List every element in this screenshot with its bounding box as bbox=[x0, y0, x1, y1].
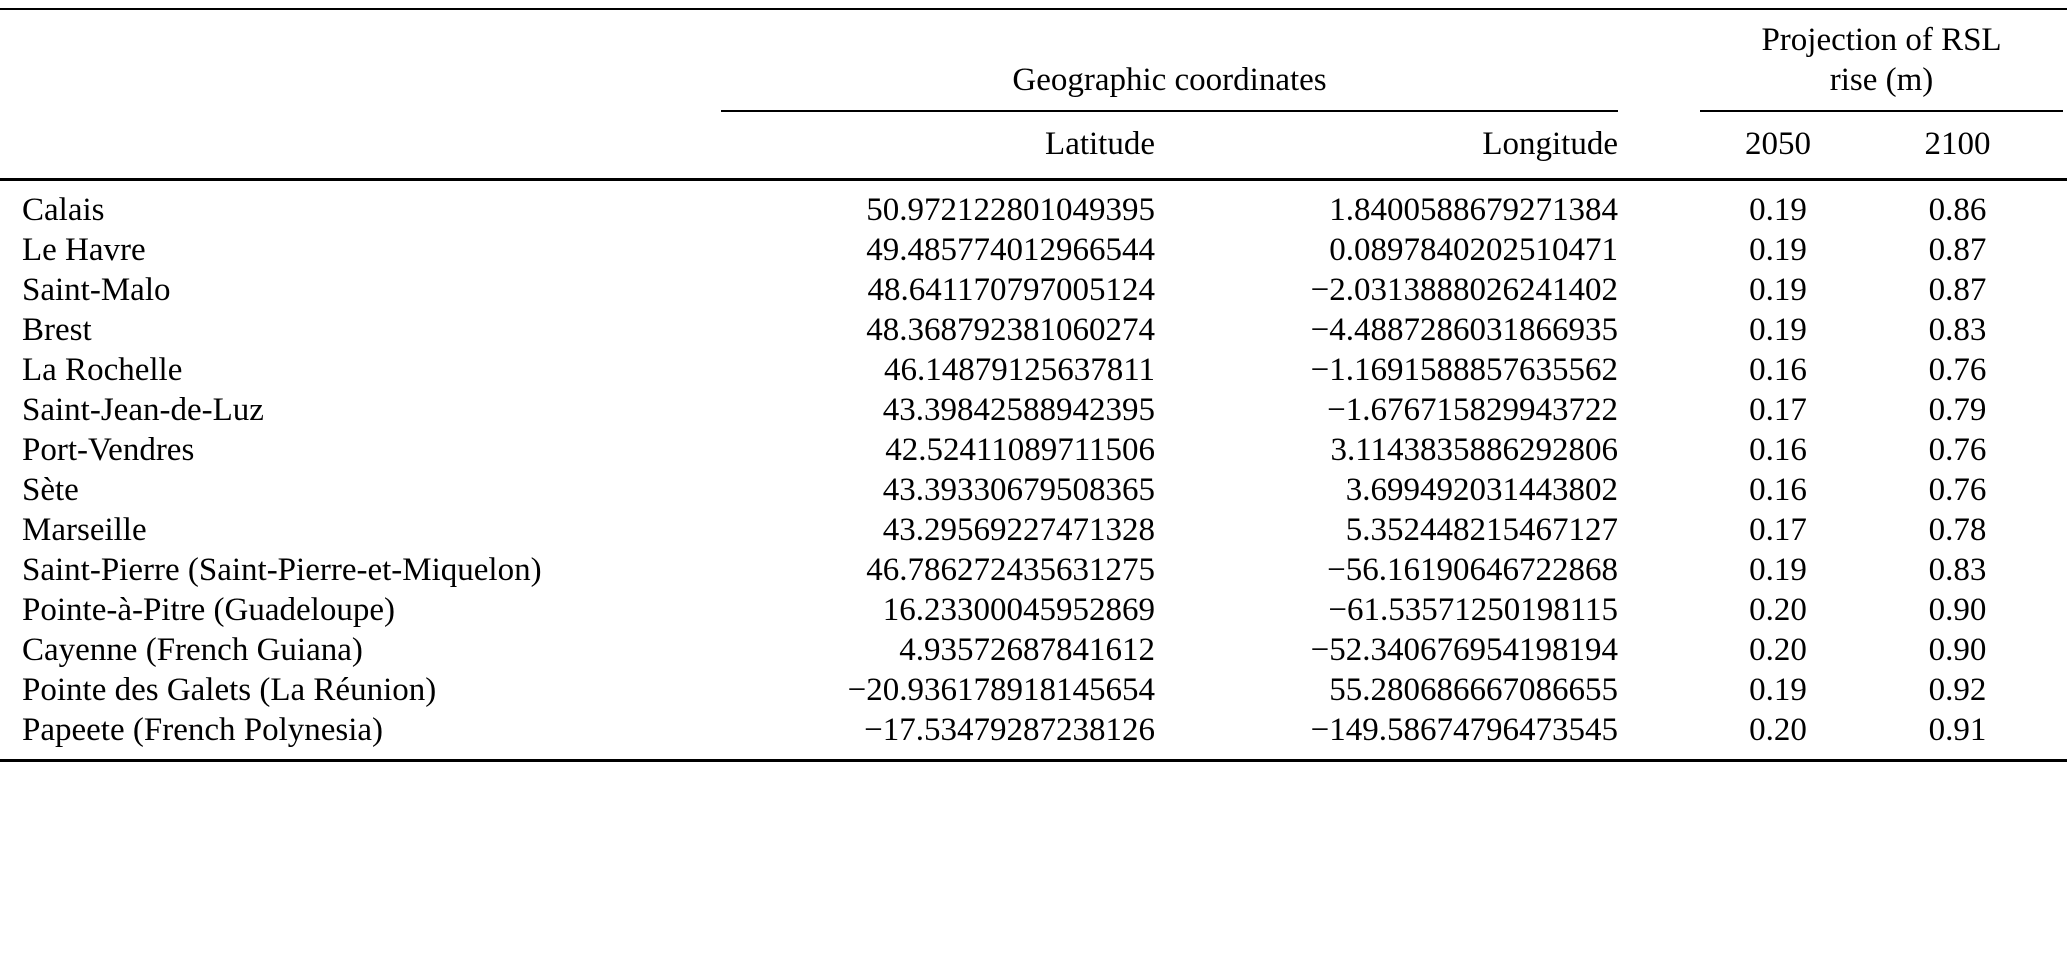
table-row: Papeete (French Polynesia) −17.5347928723… bbox=[0, 710, 2067, 762]
city-name-cell: Port-Vendres bbox=[22, 432, 195, 468]
table-body: Calais 50.972122801049395 1.84005886792713… bbox=[0, 180, 2067, 762]
rsl-2050-cell: 0.16 bbox=[1749, 472, 1807, 508]
table-row: Saint-Jean-de-Luz 43.39842588942395 −1.676… bbox=[0, 390, 2067, 430]
table-row: Saint-Pierre (Saint-Pierre-et-Miquelon) 4… bbox=[0, 550, 2067, 590]
rsl-2050-cell: 0.17 bbox=[1749, 392, 1807, 428]
rsl-2100-cell: 0.83 bbox=[1928, 552, 1987, 588]
longitude-cell: −61.53571250198115 bbox=[1328, 592, 1619, 628]
latitude-cell: 4.93572687841612 bbox=[899, 632, 1155, 668]
rsl-2050-cell: 0.19 bbox=[1749, 232, 1807, 268]
latitude-cell: 46.786272435631275 bbox=[866, 552, 1155, 588]
latitude-cell: 16.23300045952869 bbox=[882, 592, 1155, 628]
latitude-cell: −20.936178918145654 bbox=[847, 672, 1155, 708]
table-row: Brest 48.368792381060274 −4.48872860318669… bbox=[0, 310, 2067, 350]
table-row: La Rochelle 46.14879125637811 −1.169158885… bbox=[0, 350, 2067, 390]
rsl-2100-cell: 0.76 bbox=[1928, 472, 1987, 508]
longitude-cell: −52.340676954198194 bbox=[1310, 632, 1619, 668]
column-header-longitude: Longitude bbox=[1155, 112, 1619, 181]
city-name-cell: Sète bbox=[22, 472, 79, 508]
group-header-geographic-coordinates: Geographic coordinates bbox=[1012, 62, 1327, 98]
city-name-cell: Marseille bbox=[22, 512, 147, 548]
rsl-2100-cell: 0.91 bbox=[1878, 710, 2067, 762]
city-name-cell: Pointe des Galets (La Réunion) bbox=[22, 672, 437, 708]
rsl-2050-cell: 0.20 bbox=[1618, 710, 1879, 762]
rsl-2100-cell: 0.92 bbox=[1928, 672, 1987, 708]
latitude-cell: −17.53479287238126 bbox=[705, 710, 1155, 762]
column-header-empty bbox=[0, 112, 705, 181]
column-header-2050: 2050 bbox=[1618, 112, 1879, 181]
city-header-spacer bbox=[0, 9, 705, 112]
city-name-cell: Papeete (French Polynesia) bbox=[0, 710, 705, 762]
longitude-cell: 55.280686667086655 bbox=[1329, 672, 1619, 708]
column-header-row: Latitude Longitude 2050 2100 bbox=[0, 112, 2067, 181]
latitude-cell: 50.972122801049395 bbox=[866, 192, 1155, 228]
rsl-2050-cell: 0.20 bbox=[1749, 632, 1807, 668]
rsl-2100-cell: 0.83 bbox=[1928, 312, 1987, 348]
city-name-cell: La Rochelle bbox=[22, 352, 183, 388]
rsl-2050-cell: 0.19 bbox=[1749, 272, 1807, 308]
longitude-cell: 1.8400588679271384 bbox=[1329, 192, 1619, 228]
rsl-2100-cell: 0.87 bbox=[1928, 232, 1987, 268]
latitude-cell: 43.39330679508365 bbox=[882, 472, 1155, 508]
column-header-2100: 2100 bbox=[1878, 112, 2067, 181]
city-name-cell: Saint-Malo bbox=[22, 272, 171, 308]
latitude-cell: 49.485774012966544 bbox=[866, 232, 1155, 268]
table-row: Port-Vendres 42.52411089711506 3.114383588… bbox=[0, 430, 2067, 470]
city-name-cell: Le Havre bbox=[22, 232, 146, 268]
table-row: Pointe des Galets (La Réunion) −20.936178… bbox=[0, 670, 2067, 710]
rsl-2100-cell: 0.90 bbox=[1928, 632, 1987, 668]
longitude-cell: −56.16190646722868 bbox=[1327, 552, 1619, 588]
longitude-cell: 3.1143835886292806 bbox=[1330, 432, 1619, 468]
city-name-cell: Brest bbox=[22, 312, 92, 348]
group-header-projection-rsl-rise: Projection of RSL rise (m) bbox=[1761, 22, 2002, 98]
rsl-2100-cell: 0.90 bbox=[1928, 592, 1987, 628]
rsl-2050-cell: 0.19 bbox=[1749, 552, 1807, 588]
table-row: Marseille 43.29569227471328 5.352448215467… bbox=[0, 510, 2067, 550]
city-name-cell: Cayenne (French Guiana) bbox=[22, 632, 363, 668]
longitude-cell: −1.1691588857635562 bbox=[1310, 352, 1619, 388]
rsl-2100-cell: 0.76 bbox=[1928, 352, 1987, 388]
table-row: Pointe-à-Pitre (Guadeloupe) 16.2330004595… bbox=[0, 590, 2067, 630]
rsl-2050-cell: 0.19 bbox=[1749, 312, 1807, 348]
table-row: Saint-Malo 48.641170797005124 −2.031388802… bbox=[0, 270, 2067, 310]
city-name-cell: Calais bbox=[22, 192, 105, 228]
latitude-cell: 48.368792381060274 bbox=[866, 312, 1155, 348]
rsl-2100-cell: 0.78 bbox=[1928, 512, 1987, 548]
table-row: Le Havre 49.485774012966544 0.089784020251… bbox=[0, 230, 2067, 270]
rsl-2050-cell: 0.16 bbox=[1749, 432, 1807, 468]
longitude-cell: 0.0897840202510471 bbox=[1329, 232, 1619, 268]
rsl-2100-cell: 0.86 bbox=[1928, 192, 1987, 228]
latitude-cell: 42.52411089711506 bbox=[885, 432, 1155, 468]
rsl-2100-cell: 0.87 bbox=[1928, 272, 1987, 308]
longitude-cell: −2.0313888026241402 bbox=[1310, 272, 1619, 308]
city-name-cell: Saint-Pierre (Saint-Pierre-et-Miquelon) bbox=[22, 552, 542, 588]
longitude-cell: 3.699492031443802 bbox=[1345, 472, 1619, 508]
longitude-cell: −1.676715829943722 bbox=[1327, 392, 1619, 428]
latitude-cell: 43.39842588942395 bbox=[882, 392, 1155, 428]
longitude-cell: −149.58674796473545 bbox=[1155, 710, 1619, 762]
rsl-2050-cell: 0.19 bbox=[1749, 192, 1807, 228]
latitude-cell: 43.29569227471328 bbox=[882, 512, 1155, 548]
rsl-projection-table: Geographic coordinates Projection of RSL… bbox=[0, 8, 2067, 762]
rsl-2100-cell: 0.76 bbox=[1928, 432, 1987, 468]
longitude-cell: 5.352448215467127 bbox=[1345, 512, 1619, 548]
column-header-latitude: Latitude bbox=[705, 112, 1155, 181]
rsl-2050-cell: 0.19 bbox=[1749, 672, 1807, 708]
latitude-cell: 48.641170797005124 bbox=[867, 272, 1155, 308]
rsl-2050-cell: 0.16 bbox=[1749, 352, 1807, 388]
city-name-cell: Saint-Jean-de-Luz bbox=[22, 392, 264, 428]
longitude-cell: −4.4887286031866935 bbox=[1310, 312, 1619, 348]
rsl-2050-cell: 0.20 bbox=[1749, 592, 1807, 628]
latitude-cell: 46.14879125637811 bbox=[883, 352, 1155, 388]
group-header-geographic-coordinates-cell: Geographic coordinates bbox=[705, 9, 1619, 112]
table-row: Cayenne (French Guiana) 4.93572687841612 −… bbox=[0, 630, 2067, 670]
city-name-cell: Pointe-à-Pitre (Guadeloupe) bbox=[22, 592, 395, 628]
rsl-2100-cell: 0.79 bbox=[1928, 392, 1987, 428]
group-header-projection-cell: Projection of RSL rise (m) bbox=[1618, 9, 2067, 112]
table-row: Calais 50.972122801049395 1.84005886792713… bbox=[0, 180, 2067, 231]
rsl-2050-cell: 0.17 bbox=[1749, 512, 1807, 548]
table-row: Sète 43.39330679508365 3.699492031443802 0.… bbox=[0, 470, 2067, 510]
group-header-row: Geographic coordinates Projection of RSL… bbox=[0, 9, 2067, 112]
